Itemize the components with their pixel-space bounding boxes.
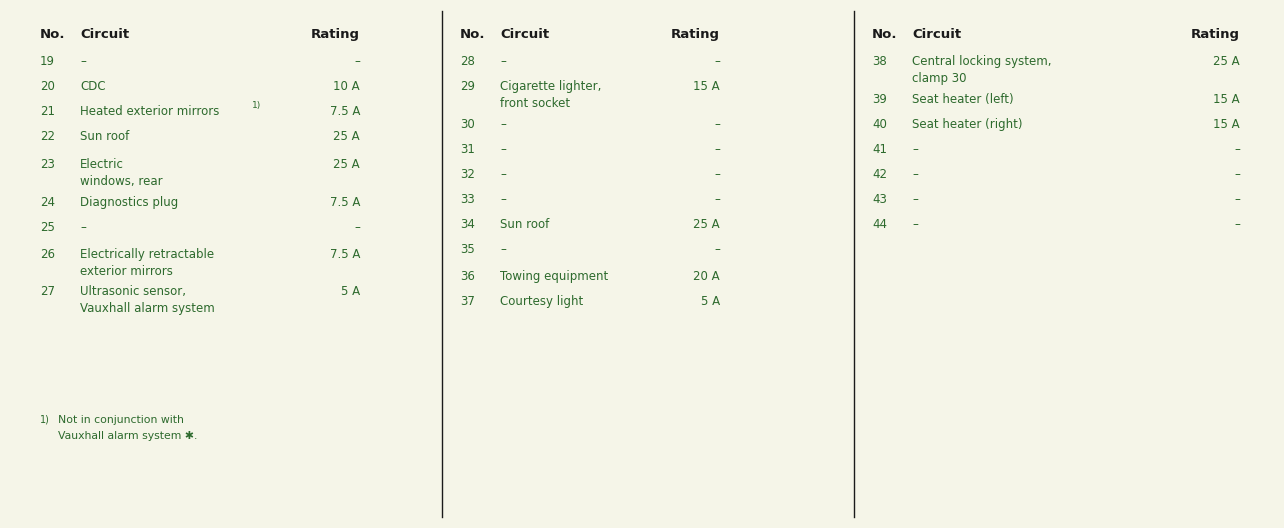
Text: Seat heater (left): Seat heater (left) (912, 93, 1013, 106)
Text: –: – (499, 143, 506, 156)
Text: –: – (1234, 168, 1240, 181)
Text: CDC: CDC (80, 80, 105, 93)
Text: 5 A: 5 A (340, 285, 360, 298)
Text: 15 A: 15 A (1213, 118, 1240, 131)
Text: –: – (354, 221, 360, 234)
Text: Circuit: Circuit (499, 28, 550, 41)
Text: 25 A: 25 A (334, 158, 360, 171)
Text: –: – (499, 193, 506, 206)
Text: 33: 33 (460, 193, 475, 206)
Text: No.: No. (460, 28, 485, 41)
Text: Electrically retractable: Electrically retractable (80, 248, 214, 261)
Text: –: – (912, 168, 918, 181)
Text: 25 A: 25 A (1213, 55, 1240, 68)
Text: –: – (499, 118, 506, 131)
Text: 7.5 A: 7.5 A (330, 105, 360, 118)
Text: 25: 25 (40, 221, 55, 234)
Text: 39: 39 (872, 93, 887, 106)
Text: 27: 27 (40, 285, 55, 298)
Text: –: – (80, 55, 86, 68)
Text: –: – (912, 218, 918, 231)
Text: –: – (499, 168, 506, 181)
Text: –: – (354, 55, 360, 68)
Text: clamp 30: clamp 30 (912, 72, 967, 85)
Text: windows, rear: windows, rear (80, 175, 163, 188)
Text: 20 A: 20 A (693, 270, 720, 283)
Text: Rating: Rating (1192, 28, 1240, 41)
Text: –: – (912, 143, 918, 156)
Text: Rating: Rating (672, 28, 720, 41)
Text: 28: 28 (460, 55, 475, 68)
Text: front socket: front socket (499, 97, 570, 110)
Text: 37: 37 (460, 295, 475, 308)
Text: 7.5 A: 7.5 A (330, 196, 360, 209)
Text: 5 A: 5 A (701, 295, 720, 308)
Text: Circuit: Circuit (80, 28, 130, 41)
Text: 38: 38 (872, 55, 887, 68)
Text: Vauxhall alarm system: Vauxhall alarm system (80, 302, 214, 315)
Text: 1): 1) (252, 101, 261, 110)
Text: Sun roof: Sun roof (499, 218, 550, 231)
Text: Electric: Electric (80, 158, 123, 171)
Text: 29: 29 (460, 80, 475, 93)
Text: 1): 1) (40, 415, 50, 425)
Text: 25 A: 25 A (693, 218, 720, 231)
Text: 15 A: 15 A (693, 80, 720, 93)
Text: 20: 20 (40, 80, 55, 93)
Text: Seat heater (right): Seat heater (right) (912, 118, 1022, 131)
Text: Circuit: Circuit (912, 28, 962, 41)
Text: –: – (714, 118, 720, 131)
Text: 44: 44 (872, 218, 887, 231)
Text: Cigarette lighter,: Cigarette lighter, (499, 80, 601, 93)
Text: 22: 22 (40, 130, 55, 143)
Text: Not in conjunction with: Not in conjunction with (58, 415, 184, 425)
Text: Heated exterior mirrors: Heated exterior mirrors (80, 105, 220, 118)
Text: 32: 32 (460, 168, 475, 181)
Text: 23: 23 (40, 158, 55, 171)
Text: Central locking system,: Central locking system, (912, 55, 1052, 68)
Text: 41: 41 (872, 143, 887, 156)
Text: –: – (714, 143, 720, 156)
Text: Vauxhall alarm system ✱.: Vauxhall alarm system ✱. (58, 431, 198, 441)
Text: 10 A: 10 A (334, 80, 360, 93)
Text: –: – (1234, 143, 1240, 156)
Text: 24: 24 (40, 196, 55, 209)
Text: Diagnostics plug: Diagnostics plug (80, 196, 178, 209)
Text: 36: 36 (460, 270, 475, 283)
Text: –: – (714, 193, 720, 206)
Text: –: – (714, 243, 720, 256)
Text: 40: 40 (872, 118, 887, 131)
Text: 7.5 A: 7.5 A (330, 248, 360, 261)
Text: –: – (912, 193, 918, 206)
Text: Courtesy light: Courtesy light (499, 295, 583, 308)
Text: 19: 19 (40, 55, 55, 68)
Text: 15 A: 15 A (1213, 93, 1240, 106)
Text: 35: 35 (460, 243, 475, 256)
Text: Towing equipment: Towing equipment (499, 270, 609, 283)
Text: 31: 31 (460, 143, 475, 156)
Text: Sun roof: Sun roof (80, 130, 130, 143)
Text: No.: No. (872, 28, 898, 41)
Text: 34: 34 (460, 218, 475, 231)
Text: 42: 42 (872, 168, 887, 181)
Text: 26: 26 (40, 248, 55, 261)
Text: –: – (1234, 193, 1240, 206)
Text: 25 A: 25 A (334, 130, 360, 143)
Text: 30: 30 (460, 118, 475, 131)
Text: No.: No. (40, 28, 65, 41)
Text: –: – (1234, 218, 1240, 231)
Text: –: – (714, 168, 720, 181)
Text: 21: 21 (40, 105, 55, 118)
Text: Rating: Rating (311, 28, 360, 41)
Text: Ultrasonic sensor,: Ultrasonic sensor, (80, 285, 186, 298)
Text: 43: 43 (872, 193, 887, 206)
Text: –: – (714, 55, 720, 68)
Text: exterior mirrors: exterior mirrors (80, 265, 173, 278)
Text: –: – (499, 55, 506, 68)
Text: –: – (499, 243, 506, 256)
Text: –: – (80, 221, 86, 234)
